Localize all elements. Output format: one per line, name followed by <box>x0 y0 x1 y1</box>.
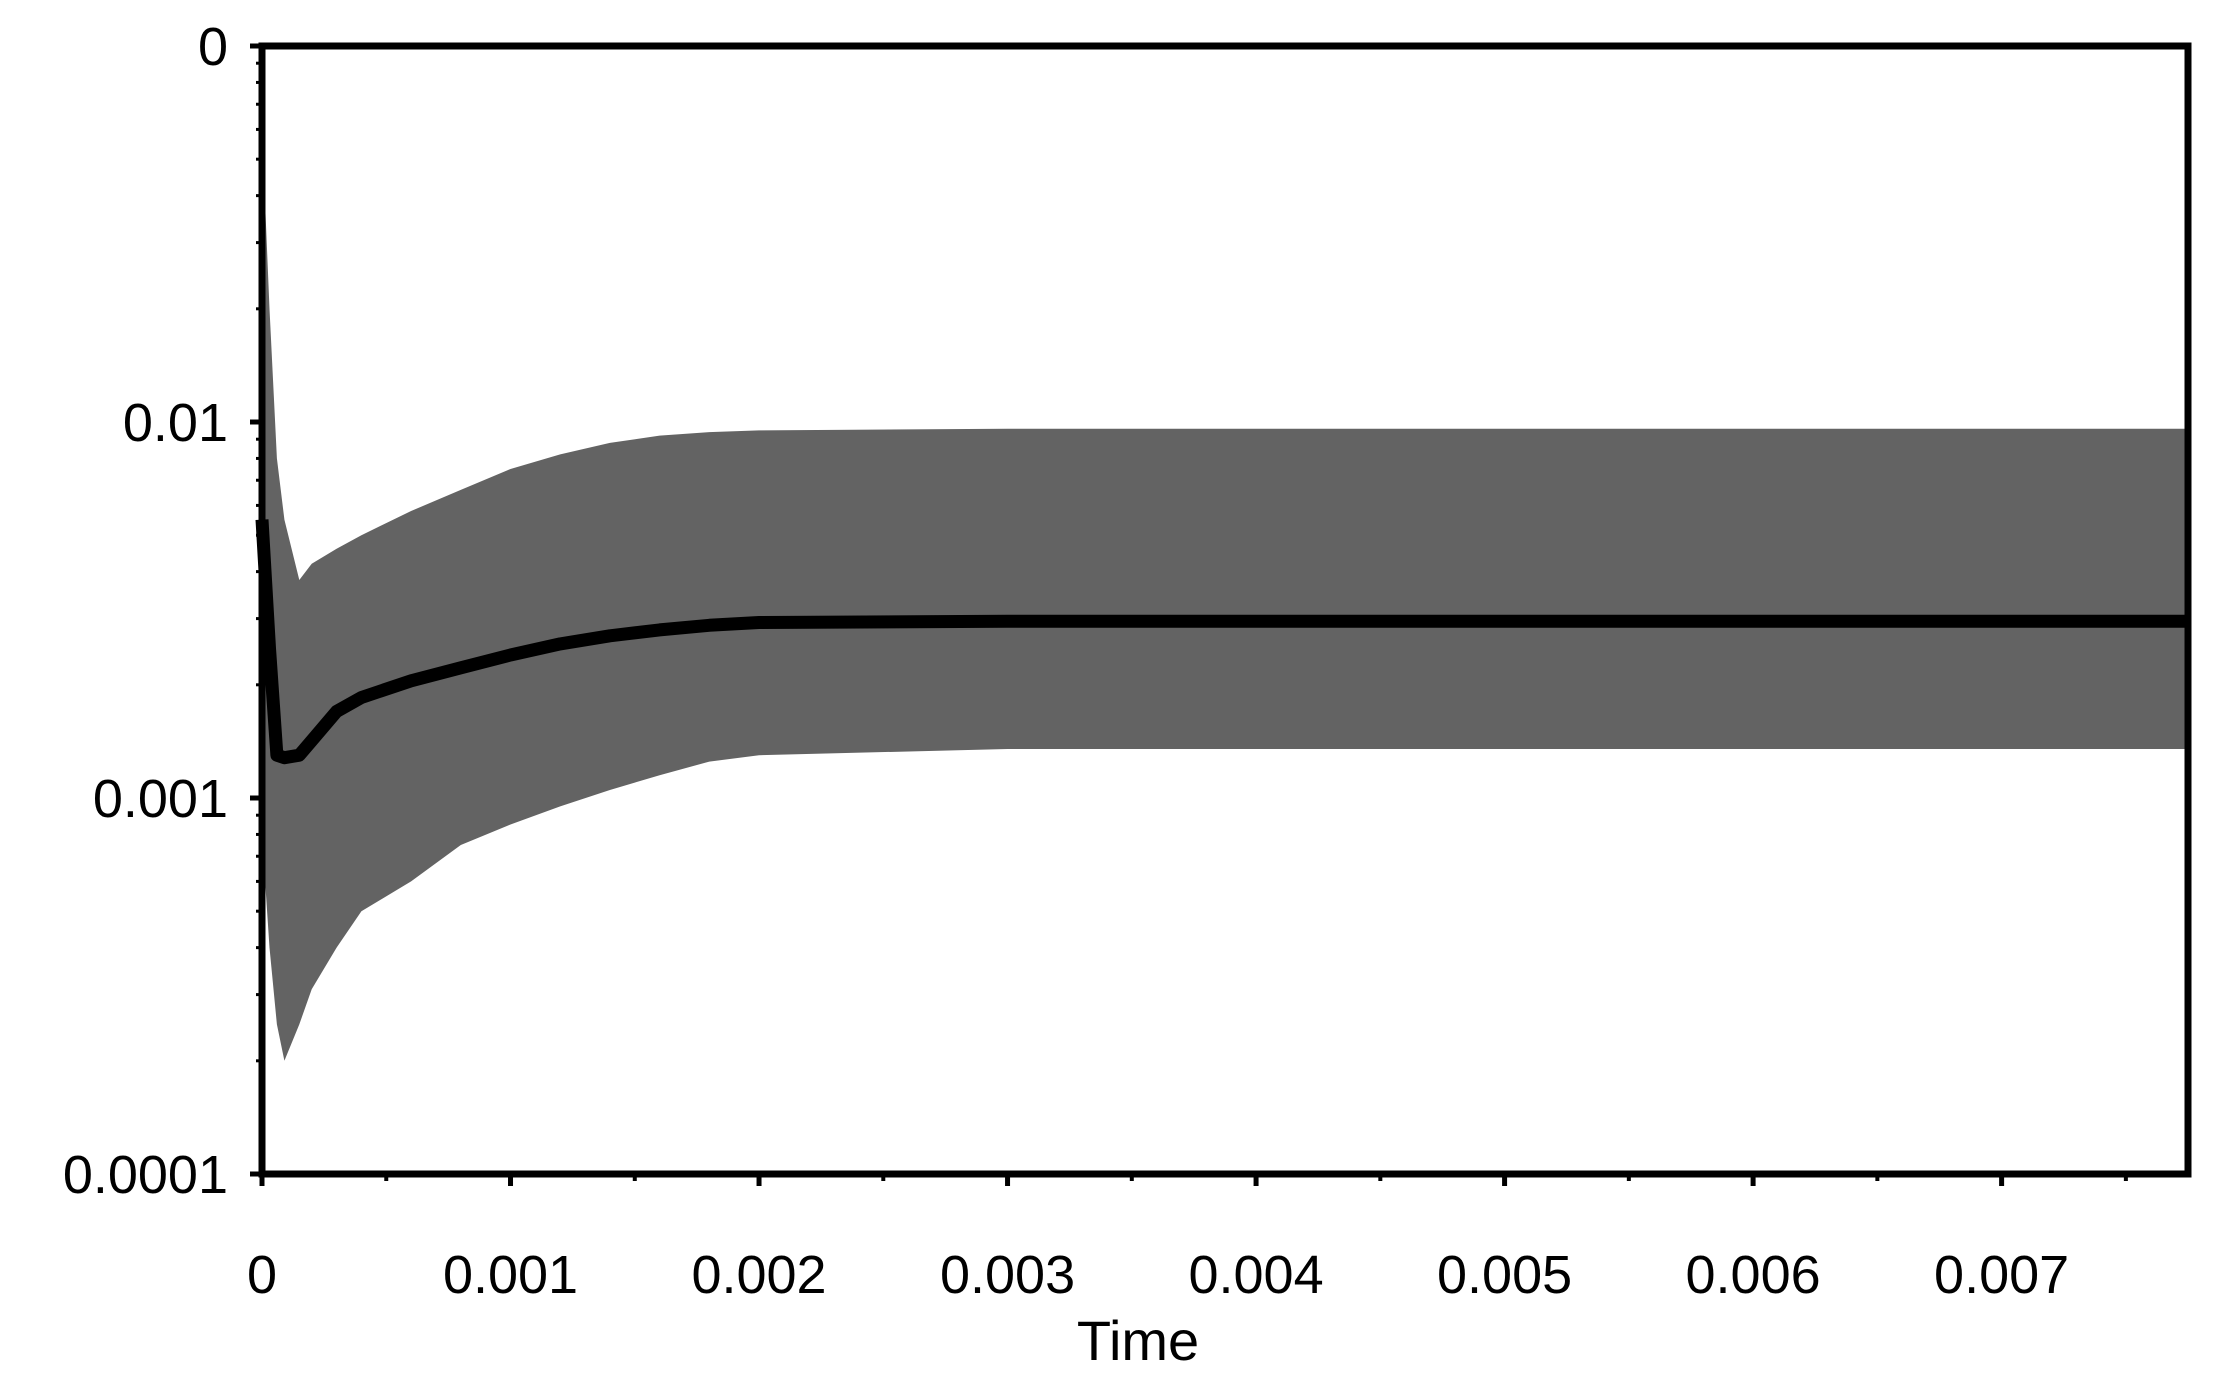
x-tick-label: 0.003 <box>940 1245 1075 1305</box>
x-axis: 0 0.001 0.002 0.003 0.004 0.005 0.006 0.007 <box>247 1171 2128 1305</box>
y-tick-label: 0.001 <box>93 769 228 829</box>
plot-frame <box>258 42 2192 1178</box>
x-tick-label: 0.005 <box>1437 1245 1572 1305</box>
x-tick-label: 0.006 <box>1686 1245 1821 1305</box>
plot-area <box>255 42 2192 1178</box>
x-tick-label: 0.007 <box>1934 1245 2069 1305</box>
y-tick-label: 0 <box>198 17 228 77</box>
x-axis-label: Time <box>1077 1309 1199 1372</box>
x-tick-label: 0 <box>247 1245 277 1305</box>
x-tick-label: 0.001 <box>443 1245 578 1305</box>
x-tick-label: 0.004 <box>1188 1245 1323 1305</box>
y-tick-label: 0.01 <box>123 393 228 453</box>
y-axis: 0.0001 0.001 0.01 0 <box>63 17 265 1205</box>
interval-band <box>262 129 2188 1061</box>
median-line <box>255 519 2188 765</box>
y-tick-label: 0.0001 <box>63 1145 228 1205</box>
x-tick-label: 0.002 <box>691 1245 826 1305</box>
